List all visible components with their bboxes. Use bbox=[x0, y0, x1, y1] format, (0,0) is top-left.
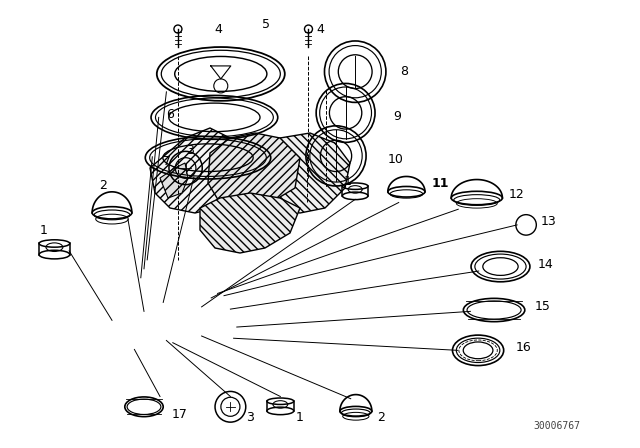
Text: 5: 5 bbox=[262, 18, 270, 31]
Text: 14: 14 bbox=[538, 258, 554, 271]
Text: 4: 4 bbox=[317, 22, 324, 36]
Text: 9: 9 bbox=[394, 110, 401, 123]
Text: 3: 3 bbox=[246, 411, 254, 424]
Circle shape bbox=[516, 215, 536, 235]
Polygon shape bbox=[160, 163, 188, 198]
Text: 10: 10 bbox=[387, 152, 403, 166]
Text: 8: 8 bbox=[400, 65, 408, 78]
Text: 15: 15 bbox=[534, 300, 550, 314]
Polygon shape bbox=[150, 128, 240, 213]
Text: 16: 16 bbox=[515, 340, 531, 354]
Text: 4: 4 bbox=[214, 22, 222, 36]
Polygon shape bbox=[200, 193, 300, 253]
Text: 1: 1 bbox=[344, 175, 351, 188]
Text: 1: 1 bbox=[296, 411, 303, 424]
Text: 30006767: 30006767 bbox=[533, 422, 580, 431]
Polygon shape bbox=[255, 133, 350, 213]
Text: 13: 13 bbox=[541, 215, 557, 228]
Text: 6: 6 bbox=[166, 108, 174, 121]
Text: 12: 12 bbox=[509, 188, 525, 202]
Text: 1: 1 bbox=[40, 224, 47, 237]
Polygon shape bbox=[208, 133, 300, 208]
Text: 17: 17 bbox=[172, 408, 188, 421]
Text: 11: 11 bbox=[432, 177, 449, 190]
Text: 2: 2 bbox=[99, 179, 107, 193]
Text: 3: 3 bbox=[186, 143, 193, 157]
Text: 2: 2 bbox=[378, 411, 385, 424]
Text: 7: 7 bbox=[163, 155, 172, 168]
